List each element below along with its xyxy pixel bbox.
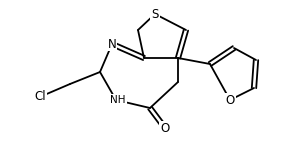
Text: O: O [225,93,235,106]
Text: N: N [108,37,116,51]
Text: S: S [151,7,159,20]
Text: NH: NH [110,95,126,105]
Text: Cl: Cl [34,90,46,102]
Text: O: O [160,122,170,135]
